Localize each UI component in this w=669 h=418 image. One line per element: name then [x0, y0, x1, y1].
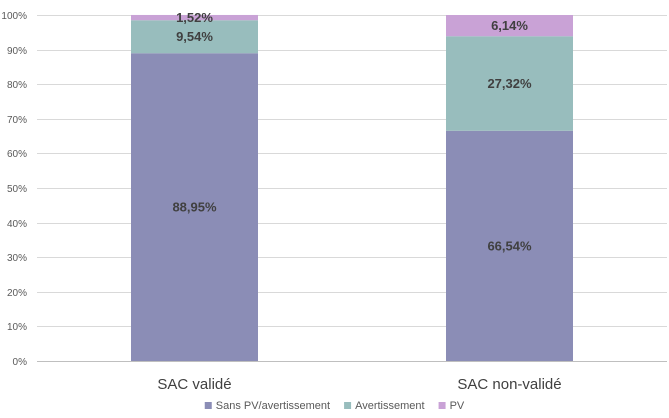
bar-segment — [446, 36, 573, 131]
legend-label: PV — [450, 400, 465, 412]
legend-swatch — [204, 402, 212, 409]
bars — [131, 14, 573, 361]
bar-segment — [446, 15, 573, 37]
y-tick-label: 40% — [7, 219, 27, 230]
legend-swatch — [438, 402, 446, 409]
bar-segment — [446, 130, 573, 361]
y-tick-label: 60% — [7, 149, 27, 160]
y-tick-label: 100% — [1, 11, 27, 22]
data-label: 1,52% — [176, 10, 213, 25]
legend: Sans PV/avertissement Avertissement PV — [204, 400, 465, 412]
data-label: 66,54% — [487, 238, 532, 253]
y-tick-label: 80% — [7, 80, 27, 91]
legend-label: Avertissement — [355, 400, 425, 412]
y-tick-label: 90% — [7, 46, 27, 57]
bar-segment — [131, 20, 258, 54]
category-label: SAC non-validé — [457, 376, 561, 393]
y-axis-ticks: 0% 10% 20% 30% 40% 50% 60% 70% 80% 90% 100% — [1, 11, 27, 368]
data-label: 88,95% — [172, 200, 217, 215]
data-label: 6,14% — [491, 18, 528, 33]
data-labels: 88,95% 9,54% 1,52% 66,54% 27,32% 6,14% — [172, 10, 532, 253]
legend-label: Sans PV/avertissement — [216, 400, 330, 412]
data-label: 9,54% — [176, 29, 213, 44]
y-tick-label: 50% — [7, 184, 27, 195]
category-label: SAC validé — [157, 376, 231, 393]
bar-segment — [131, 14, 258, 21]
data-label: 27,32% — [487, 76, 532, 91]
y-tick-label: 10% — [7, 322, 27, 333]
y-tick-label: 20% — [7, 288, 27, 299]
category-labels: SAC validé SAC non-validé — [157, 376, 561, 393]
y-tick-label: 0% — [13, 357, 28, 368]
legend-swatch — [344, 402, 352, 409]
y-tick-label: 70% — [7, 115, 27, 126]
y-tick-label: 30% — [7, 253, 27, 264]
bar-segment — [131, 53, 258, 361]
